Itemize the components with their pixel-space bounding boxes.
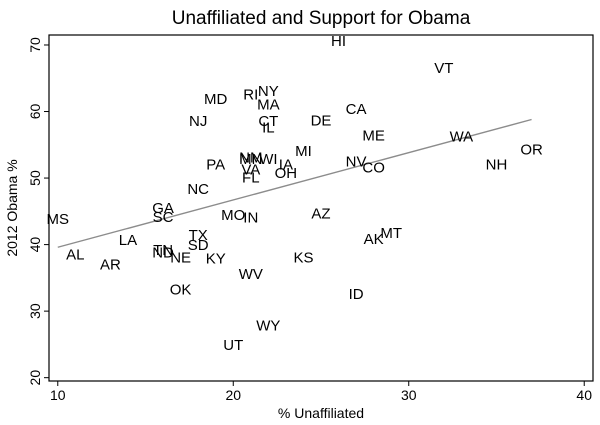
point-mi: MI bbox=[295, 143, 312, 160]
point-oh: OH bbox=[275, 165, 298, 182]
point-ne: NE bbox=[170, 249, 191, 266]
point-nh: NH bbox=[486, 156, 508, 173]
point-hi: HI bbox=[331, 33, 346, 50]
point-or: OR bbox=[520, 142, 543, 159]
point-fl: FL bbox=[242, 170, 260, 187]
point-ri: RI bbox=[243, 86, 258, 103]
point-nd: ND bbox=[152, 245, 174, 262]
point-wy: WY bbox=[256, 317, 280, 334]
point-sd: SD bbox=[188, 237, 209, 254]
point-ut: UT bbox=[223, 337, 243, 354]
point-ak: AK bbox=[364, 231, 384, 248]
y-axis-title: 2012 Obama % bbox=[4, 159, 20, 256]
point-ct: CT bbox=[258, 113, 278, 130]
point-mo: MO bbox=[221, 207, 245, 224]
point-mt: MT bbox=[380, 225, 402, 242]
plot-frame bbox=[48, 34, 594, 382]
y-tick-label: 40 bbox=[27, 237, 43, 253]
point-wv: WV bbox=[239, 266, 263, 283]
point-wi: WI bbox=[259, 151, 277, 168]
point-ia: IA bbox=[279, 156, 293, 173]
point-ms: MS bbox=[47, 211, 70, 228]
y-tick-label: 20 bbox=[27, 370, 43, 386]
point-ky: KY bbox=[206, 251, 226, 268]
x-tick-label: 40 bbox=[576, 387, 592, 403]
point-ok: OK bbox=[170, 281, 192, 298]
point-vt: VT bbox=[434, 60, 453, 77]
point-al: AL bbox=[66, 247, 84, 264]
fit-line-layer bbox=[57, 118, 532, 248]
point-il: IL bbox=[262, 120, 275, 137]
x-axis: 10 20 30 40 bbox=[50, 381, 592, 403]
point-mn: MN bbox=[239, 151, 262, 168]
point-co: CO bbox=[362, 160, 385, 177]
point-ny: NY bbox=[258, 83, 279, 100]
y-tick-label: 70 bbox=[27, 37, 43, 53]
x-axis-title: % Unaffiliated bbox=[278, 405, 364, 421]
point-pa: PA bbox=[206, 156, 225, 173]
point-sc: SC bbox=[153, 209, 174, 226]
point-nj: NJ bbox=[189, 113, 207, 130]
point-ks: KS bbox=[293, 249, 313, 266]
y-tick-label: 60 bbox=[27, 104, 43, 120]
point-ma: MA bbox=[257, 96, 280, 113]
point-wa: WA bbox=[450, 128, 474, 145]
y-tick-label: 30 bbox=[27, 303, 43, 319]
y-tick-label: 50 bbox=[27, 170, 43, 186]
point-nm: NM bbox=[239, 150, 262, 167]
y-axis: 20 30 40 50 60 70 bbox=[27, 37, 49, 385]
chart-title: Unaffiliated and Support for Obama bbox=[172, 8, 471, 29]
point-va: VA bbox=[241, 162, 260, 179]
point-id: ID bbox=[349, 286, 364, 303]
fit-line bbox=[57, 118, 532, 248]
point-de: DE bbox=[311, 112, 332, 129]
point-in: IN bbox=[243, 209, 258, 226]
point-ca: CA bbox=[346, 101, 367, 118]
point-tn: TN bbox=[153, 242, 173, 259]
x-tick-label: 10 bbox=[50, 387, 66, 403]
point-la: LA bbox=[119, 232, 137, 249]
x-tick-label: 30 bbox=[401, 387, 417, 403]
point-tx: TX bbox=[189, 227, 208, 244]
point-ga: GA bbox=[152, 200, 174, 217]
point-ar: AR bbox=[100, 257, 121, 274]
point-md: MD bbox=[204, 91, 227, 108]
x-tick-label: 20 bbox=[225, 387, 241, 403]
point-nc: NC bbox=[187, 181, 209, 198]
point-az: AZ bbox=[311, 205, 330, 222]
point-me: ME bbox=[362, 128, 385, 145]
point-nv: NV bbox=[346, 154, 367, 171]
